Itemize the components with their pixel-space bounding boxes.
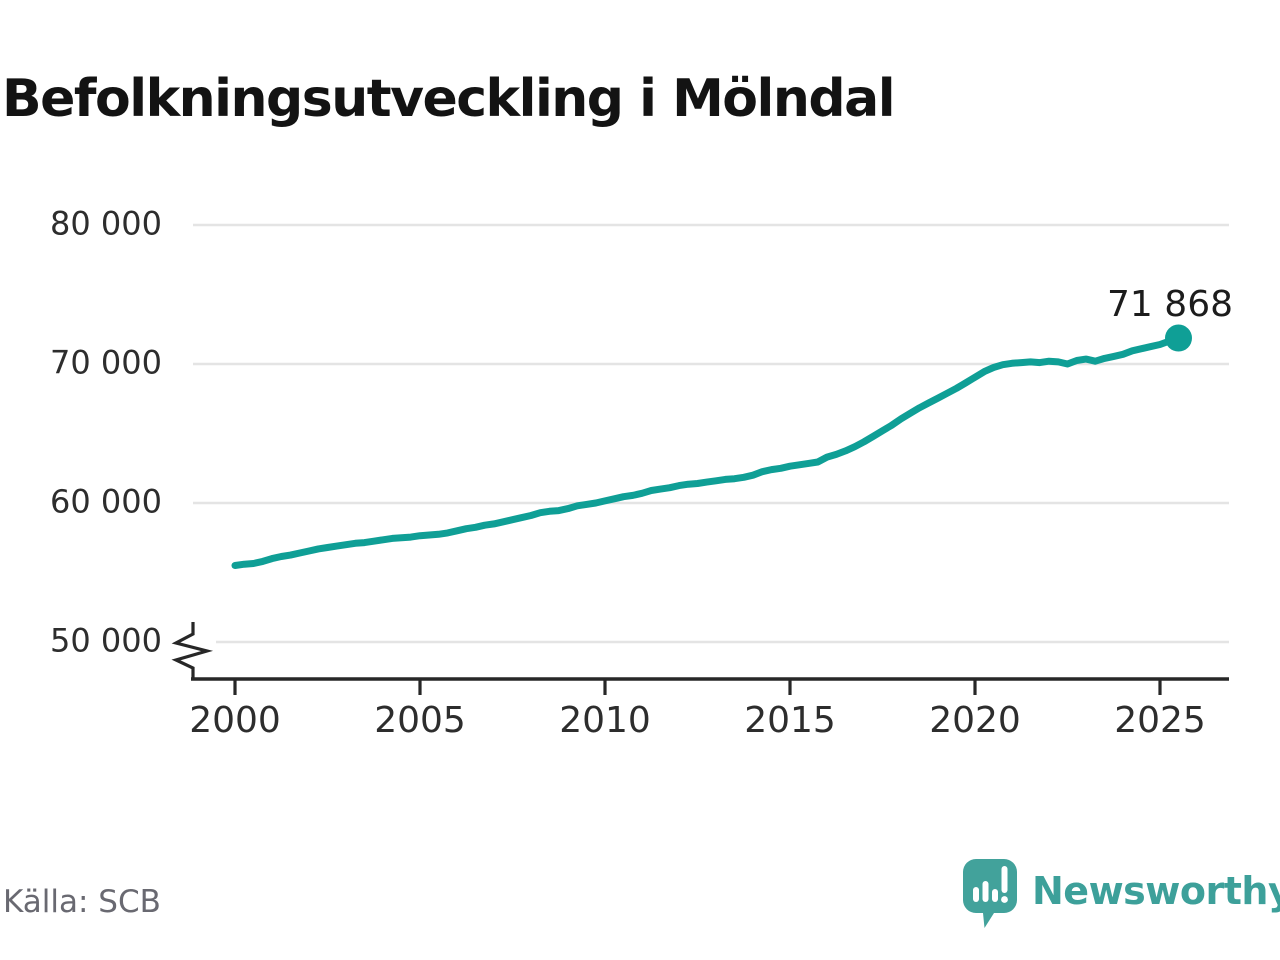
chart-title: Befolkningsutveckling i Mölndal	[2, 68, 896, 129]
exclamation-bar	[1001, 866, 1008, 893]
endpoint-dot	[1165, 324, 1192, 352]
x-axis-tick-label: 2020	[929, 700, 1021, 741]
population-line	[231, 334, 1182, 569]
bar-3	[992, 889, 998, 902]
y-axis-tick-label: 60 000	[50, 482, 162, 521]
bar-2	[982, 881, 989, 902]
y-axis-tick-label: 50 000	[50, 621, 162, 660]
source-caption: Källa: SCB	[3, 884, 161, 920]
y-axis-break-icon	[171, 622, 214, 678]
exclamation-dot	[1001, 896, 1008, 903]
y-axis-tick-label: 80 000	[50, 204, 162, 243]
newsworthy-logo-icon	[963, 859, 1017, 928]
y-axis-tick-label: 70 000	[50, 343, 162, 382]
x-axis-tick-label: 2000	[189, 700, 281, 741]
bar-1	[973, 887, 979, 902]
newsworthy-logo-text: Newsworthy	[1032, 869, 1280, 913]
newsworthy-logo: Newsworthy	[962, 858, 1280, 930]
x-axis-tick-label: 2015	[744, 700, 836, 741]
x-axis-tick-label: 2010	[559, 700, 651, 741]
x-axis-tick-label: 2005	[374, 700, 466, 741]
x-axis-tick-label: 2025	[1114, 700, 1206, 741]
endpoint-value-label: 71 868	[1107, 284, 1233, 325]
speech-bubble-shape	[963, 859, 1017, 928]
